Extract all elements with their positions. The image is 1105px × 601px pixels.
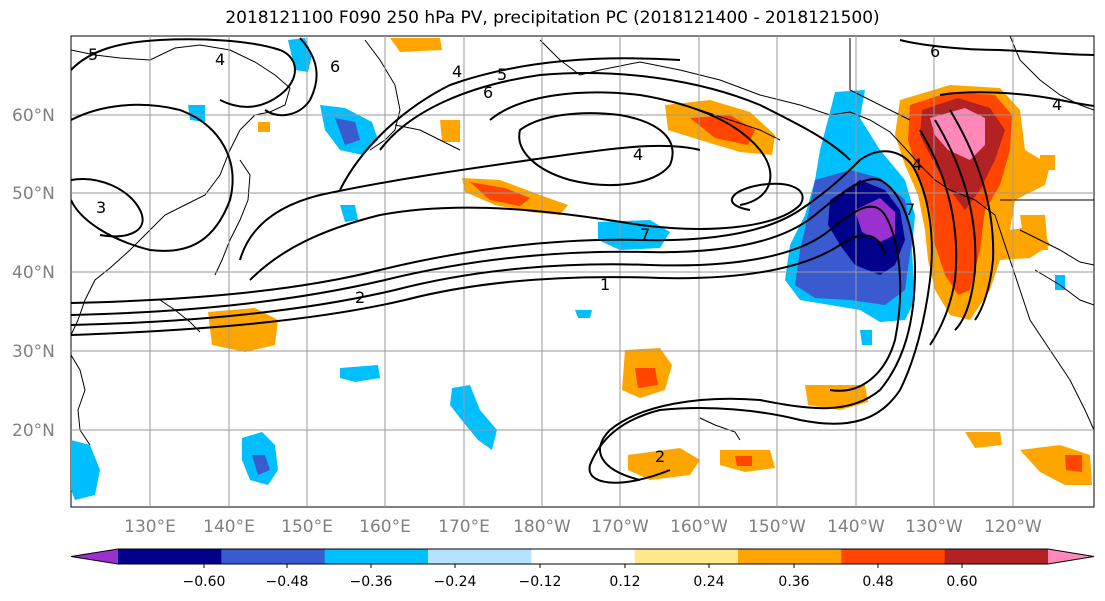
colorbar-segment — [634, 549, 739, 564]
contour-label: 4 — [215, 50, 225, 69]
colorbar-segment — [738, 549, 842, 564]
colorbar-tick-labels: −0.60 −0.48 −0.36 −0.24 −0.12 0.12 0.24 … — [183, 574, 978, 590]
lat-label-40n: 40°N — [12, 263, 55, 283]
cbar-tick-label: 0.48 — [862, 574, 893, 590]
contour-label: 5 — [88, 45, 98, 64]
coastlines — [71, 36, 1094, 446]
lat-label-60n: 60°N — [12, 106, 55, 126]
contour-label: 4 — [912, 155, 922, 174]
colorbar-segment — [428, 549, 532, 564]
colorbar-segment — [221, 549, 326, 564]
lon-label: 170°W — [591, 517, 649, 537]
colorbar-outline — [70, 548, 1095, 565]
colorbar-segment — [841, 549, 946, 564]
contour-label: 4 — [452, 62, 462, 81]
contour-label: 4 — [1052, 95, 1062, 114]
longitude-labels: 130°E 140°E 150°E 160°E 170°E 180°W 170°W 160°W… — [124, 517, 1042, 537]
cbar-tick-label: −0.48 — [266, 574, 309, 590]
colorbar-extend-max — [1048, 549, 1094, 564]
contour-label: 6 — [483, 83, 493, 102]
cbar-tick-label: 0.36 — [778, 574, 809, 590]
cbar-tick-label: 0.12 — [609, 574, 640, 590]
contour-label: 2 — [355, 288, 365, 307]
contour-label: 6 — [330, 57, 340, 76]
lon-label: 150°W — [748, 517, 806, 537]
lon-label: 160°W — [670, 517, 728, 537]
lon-label: 140°W — [827, 517, 885, 537]
cbar-tick-label: −0.36 — [350, 574, 393, 590]
lon-label: 170°E — [438, 517, 490, 537]
lat-label-30n: 30°N — [12, 342, 55, 362]
figure-title: 2018121100 F090 250 hPa PV, precipitatio… — [225, 8, 880, 28]
cbar-tick-label: 0.60 — [946, 574, 977, 590]
lon-label: 180°W — [513, 517, 571, 537]
cbar-tick-label: −0.60 — [183, 574, 226, 590]
lon-label: 150°E — [281, 517, 333, 537]
contour-label: 7 — [640, 225, 650, 244]
colorbar — [70, 548, 1095, 568]
lon-label: 130°E — [124, 517, 176, 537]
contour-label: 2 — [655, 447, 665, 466]
lat-label-50n: 50°N — [12, 184, 55, 204]
contour-label: 4 — [633, 145, 643, 164]
lon-label: 140°E — [203, 517, 255, 537]
cbar-tick-label: −0.12 — [519, 574, 562, 590]
lon-label: 160°E — [359, 517, 411, 537]
contour-labels: 5 4 6 4 5 6 4 3 7 1 2 2 6 4 4 7 — [88, 42, 1062, 466]
contour-label: 6 — [930, 42, 940, 61]
cbar-tick-label: −0.24 — [434, 574, 477, 590]
latitude-labels: 60°N 50°N 40°N 30°N 20°N — [12, 106, 55, 441]
colorbar-segment — [324, 549, 429, 564]
contour-label: 7 — [905, 200, 915, 219]
colorbar-segment — [944, 549, 1049, 564]
colorbar-extend-min — [71, 549, 118, 564]
contour-label: 5 — [497, 65, 507, 84]
contour-label: 1 — [600, 275, 610, 294]
contour-label: 3 — [96, 198, 106, 217]
lon-label: 130°W — [905, 517, 963, 537]
pv-contours — [71, 37, 1094, 484]
lat-label-20n: 20°N — [12, 421, 55, 441]
cbar-tick-label: 0.24 — [693, 574, 724, 590]
colorbar-segment — [531, 549, 636, 564]
colorbar-segment — [118, 549, 222, 564]
lon-label: 120°W — [984, 517, 1042, 537]
